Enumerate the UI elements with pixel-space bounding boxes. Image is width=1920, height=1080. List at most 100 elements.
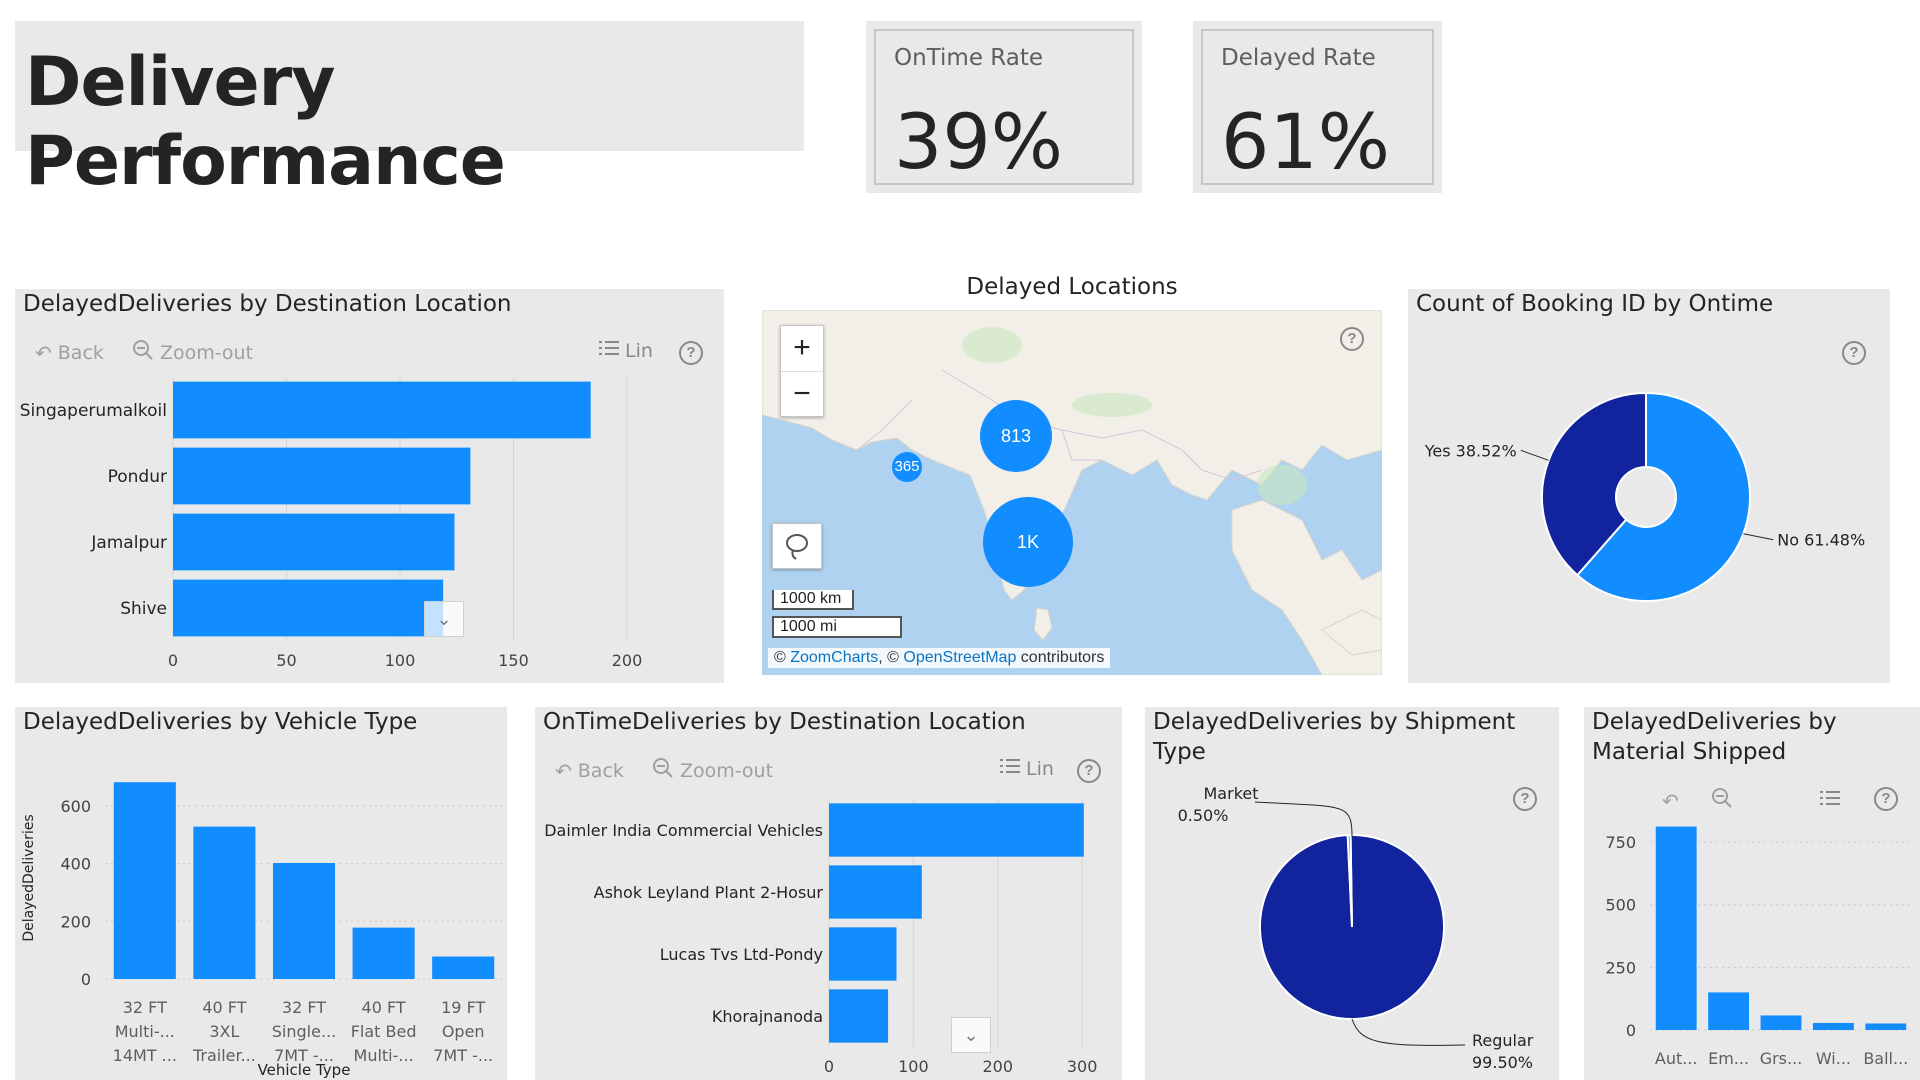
zoomcharts-link[interactable]: ZoomCharts: [790, 649, 879, 666]
chart-delayed-by-vehicle-type: 0 200 400 600 32 FT Multi-... 14MT ... 40 FT 3XL…: [21, 782, 503, 1079]
category-label: Lucas Tvs Ltd-Pondy: [660, 945, 823, 964]
zoom-out-map-button[interactable]: −: [793, 377, 811, 410]
map-zoom-controls: + −: [780, 325, 824, 417]
list-icon[interactable]: [599, 339, 619, 362]
bar: [1812, 1022, 1854, 1030]
bar: [1865, 1023, 1907, 1030]
data-label: Yes 38.52%: [1424, 441, 1517, 460]
axis-title-y: DelayedDeliveries: [21, 814, 37, 941]
kpi-delayed-rate[interactable]: Delayed Rate 61%: [1193, 21, 1442, 193]
help-icon[interactable]: ?: [1874, 787, 1898, 811]
terrain: [962, 327, 1307, 505]
kpi-value: 61%: [1221, 97, 1390, 186]
chevron-down-icon[interactable]: ⌄: [424, 601, 464, 637]
back-button[interactable]: Back: [577, 759, 624, 782]
chart-ontime-by-destination: 0 100 200 300 Daimler India Commercial Vehic…: [544, 799, 1098, 1076]
lasso-button[interactable]: [772, 523, 822, 569]
drill-toolbar: ↶: [1662, 787, 1733, 814]
visual-delayed-by-material[interactable]: DelayedDeliveries by Material Shipped ↶ …: [1584, 707, 1920, 1080]
kpi-ontime-rate[interactable]: OnTime Rate 39%: [866, 21, 1142, 193]
category-label: 7MT -...: [433, 1046, 493, 1065]
map-attribution: © ZoomCharts, © OpenStreetMap contributo…: [768, 648, 1111, 668]
chevron-down-icon[interactable]: ⌄: [951, 1017, 991, 1053]
list-icon[interactable]: [1000, 757, 1020, 780]
bar: [113, 782, 176, 979]
bar: [829, 865, 922, 919]
bar: [173, 579, 444, 637]
category-label: Flat Bed: [351, 1022, 417, 1041]
tick-label: 0: [168, 651, 178, 670]
data-label: 0.50%: [1178, 806, 1229, 825]
category-label: 14MT ...: [113, 1046, 177, 1065]
category-label: Daimler India Commercial Vehicles: [544, 821, 823, 840]
leader-line: [1254, 801, 1353, 838]
tick-label: 0: [1626, 1021, 1636, 1040]
category-label: Jamalpur: [90, 533, 167, 553]
chart-delayed-by-destination: 0 50 100 150 200 Singaperumalkoil Pondur Jamalp…: [20, 377, 642, 670]
help-icon[interactable]: ?: [679, 341, 703, 365]
title-banner: Delivery Performance: [15, 21, 804, 201]
chart-booking-by-ontime: No 61.48% Yes 38.52%: [1424, 391, 1865, 602]
pie-slice: [1346, 833, 1353, 928]
tick-label: 50: [276, 651, 296, 670]
tick-label: 300: [1067, 1057, 1098, 1076]
category-label: Open: [442, 1022, 485, 1041]
zoom-out-button[interactable]: Zoom-out: [679, 759, 774, 782]
category-label: Single...: [272, 1022, 336, 1041]
category-label: Wi...: [1816, 1049, 1851, 1068]
visual-delayed-by-shipment-type[interactable]: DelayedDeliveries by Shipment Type ? Mar…: [1145, 707, 1559, 1080]
back-icon[interactable]: ↶: [35, 340, 52, 365]
back-button[interactable]: Back: [57, 341, 104, 364]
help-icon[interactable]: ?: [1842, 341, 1866, 365]
help-icon[interactable]: ?: [1513, 787, 1537, 811]
help-icon[interactable]: ?: [1077, 759, 1101, 783]
list-icon[interactable]: [1820, 789, 1840, 812]
drill-toolbar: ↶ Back Zoom-out: [35, 339, 253, 366]
chart-delayed-by-material: 0 250 500 750 Aut... Em... Grs... Wi... Ball...: [1605, 826, 1912, 1068]
zoom-out-icon[interactable]: [132, 339, 154, 366]
bar: [193, 826, 256, 979]
data-label: No 61.48%: [1777, 531, 1865, 550]
pie-slice: [1541, 391, 1647, 577]
attribution-text: contributors: [1016, 649, 1105, 666]
visual-delayed-by-vehicle-type[interactable]: DelayedDeliveries by Vehicle Type 0 200 40…: [15, 707, 507, 1080]
zoom-out-button[interactable]: Zoom-out: [159, 341, 254, 364]
osm-link[interactable]: OpenStreetMap: [903, 649, 1017, 666]
map-cluster[interactable]: 1K: [983, 497, 1073, 587]
bar: [173, 513, 455, 571]
map-cluster[interactable]: 813: [980, 400, 1052, 472]
kpi-frame: Delayed Rate 61%: [1201, 29, 1434, 186]
map-cluster[interactable]: 365: [892, 452, 922, 482]
lin-button[interactable]: Lin: [1026, 757, 1054, 780]
kpi-value: 39%: [894, 97, 1063, 186]
lin-toolbar: Lin: [1000, 757, 1054, 780]
lin-toolbar: Lin: [599, 339, 653, 362]
scale-mi: 1000 mi: [772, 616, 902, 638]
visual-delayed-by-destination[interactable]: DelayedDeliveries by Destination Locatio…: [15, 289, 724, 683]
category-label: Multi-...: [354, 1046, 414, 1065]
visual-title: DelayedDeliveries by Material Shipped: [1592, 709, 1837, 765]
kpi-frame: OnTime Rate 39%: [874, 29, 1134, 186]
cluster-label: 813: [1000, 426, 1032, 446]
leader-line: [1351, 1018, 1466, 1046]
bar: [1708, 992, 1750, 1030]
visual-ontime-by-destination[interactable]: OnTimeDeliveries by Destination Location…: [535, 707, 1122, 1080]
zoom-out-icon[interactable]: [1711, 787, 1733, 814]
zoom-out-icon[interactable]: [652, 757, 674, 784]
help-icon[interactable]: ?: [1340, 327, 1364, 351]
visual-booking-by-ontime[interactable]: Count of Booking ID by Ontime ? No 61.48…: [1408, 289, 1890, 683]
back-icon[interactable]: ↶: [555, 758, 572, 783]
visual-title: Count of Booking ID by Ontime: [1416, 291, 1774, 317]
bar: [1655, 826, 1697, 1030]
lin-button[interactable]: Lin: [625, 339, 653, 362]
map-canvas[interactable]: [762, 310, 1382, 675]
category-label: Trailer...: [192, 1046, 256, 1065]
zoom-in-button[interactable]: +: [781, 326, 823, 372]
tick-label: 200: [60, 912, 91, 931]
bar: [352, 927, 415, 979]
visual-delayed-locations[interactable]: Delayed Locations + − ? 1000 km 1000 mi …: [762, 270, 1382, 675]
list-toolbar: [1820, 789, 1840, 812]
bar: [1760, 1015, 1802, 1030]
back-icon[interactable]: ↶: [1662, 788, 1679, 813]
bar: [829, 803, 1084, 857]
